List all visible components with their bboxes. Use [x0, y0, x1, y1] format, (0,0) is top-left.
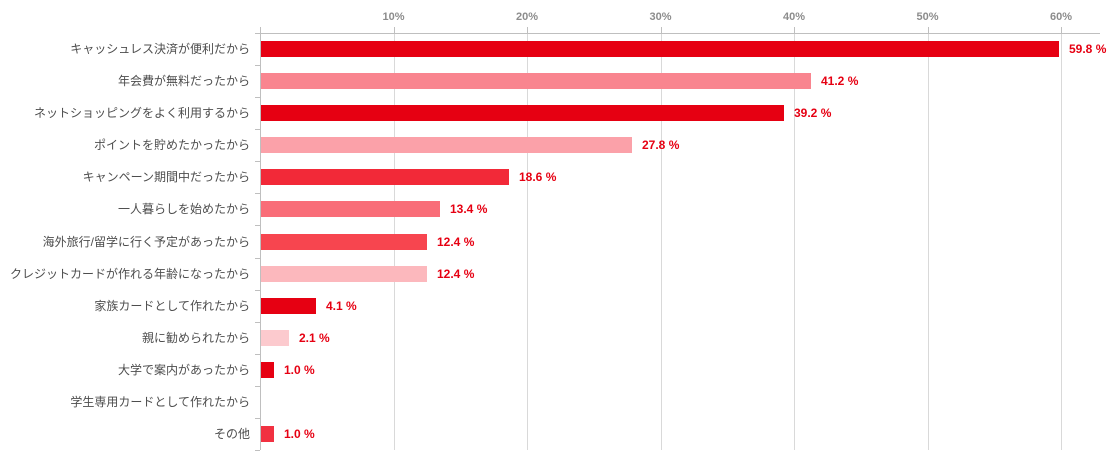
y-axis-tick [255, 65, 260, 66]
category-label: 一人暮らしを始めたから [117, 202, 250, 216]
x-axis-tick [660, 27, 662, 33]
value-label: 12.4 % [437, 267, 475, 281]
x-axis-tick-label: 60% [1049, 11, 1073, 23]
category-label: 親に勧められたから [141, 331, 250, 345]
value-label: 4.1 % [326, 299, 357, 313]
value-label: 12.4 % [437, 235, 475, 249]
value-label: 39.2 % [794, 106, 832, 120]
bar [261, 201, 440, 217]
x-gridline [794, 33, 795, 450]
y-axis-tick [255, 290, 260, 291]
bar [261, 41, 1059, 57]
value-label: 1.0 % [284, 427, 315, 441]
value-label: 13.4 % [450, 202, 488, 216]
bar [261, 234, 427, 250]
value-label: 18.6 % [519, 170, 557, 184]
y-axis-tick [255, 354, 260, 355]
x-gridline [927, 33, 929, 450]
category-label: クレジットカードが作れる年齢になったから [9, 267, 250, 281]
x-gridline [1061, 33, 1062, 450]
x-axis-tick [527, 27, 528, 33]
bar [261, 73, 811, 89]
y-axis-tick [255, 258, 260, 259]
y-axis-tick [255, 225, 260, 226]
category-label: 大学で案内があったから [117, 363, 250, 377]
x-gridline [527, 33, 528, 450]
x-axis-tick-label: 10% [382, 11, 405, 23]
bar [261, 362, 274, 378]
y-axis-tick [255, 33, 260, 34]
value-label: 59.8 % [1069, 42, 1107, 56]
value-label: 27.8 % [642, 138, 680, 152]
y-axis-tick [255, 129, 260, 130]
y-axis-tick [255, 322, 260, 323]
bar [261, 426, 274, 442]
x-axis-tick [794, 27, 795, 33]
value-label: 1.0 % [284, 363, 315, 377]
bar [261, 137, 632, 153]
category-label: その他 [213, 427, 250, 441]
y-axis-tick [255, 161, 260, 162]
y-axis-tick [255, 450, 260, 451]
bar [261, 330, 289, 346]
x-axis-tick-label: 20% [515, 11, 539, 23]
x-axis-line [260, 33, 1100, 34]
x-axis-tick [393, 27, 395, 33]
bar [261, 169, 509, 185]
x-axis-tick-label: 30% [649, 11, 672, 23]
category-label: キャンペーン期間中だったから [82, 170, 250, 184]
x-axis-tick [927, 27, 929, 33]
y-axis-tick [255, 386, 260, 387]
x-axis-tick-label: 40% [782, 11, 806, 23]
bar [261, 266, 427, 282]
y-axis-tick [255, 97, 260, 98]
value-label: 41.2 % [821, 74, 859, 88]
category-label: ポイントを貯めたかったから [93, 138, 250, 152]
y-axis-tick [255, 193, 260, 194]
value-label: 2.1 % [299, 331, 330, 345]
bar [261, 298, 316, 314]
category-label: 海外旅行/留学に行く予定があったから [42, 235, 250, 249]
x-axis-tick [1061, 27, 1062, 33]
y-axis-line [260, 33, 261, 450]
bar [261, 105, 784, 121]
x-axis-tick-label: 50% [916, 11, 939, 23]
x-gridline [660, 33, 662, 450]
x-axis-tick [260, 27, 261, 33]
category-label: 家族カードとして作れたから [94, 299, 250, 313]
category-label: 学生専用カードとして作れたから [70, 395, 250, 409]
y-axis-tick [255, 418, 260, 419]
category-label: 年会費が無料だったから [117, 74, 250, 88]
category-label: ネットショッピングをよく利用するから [33, 106, 250, 120]
category-label: キャッシュレス決済が便利だから [70, 42, 250, 56]
